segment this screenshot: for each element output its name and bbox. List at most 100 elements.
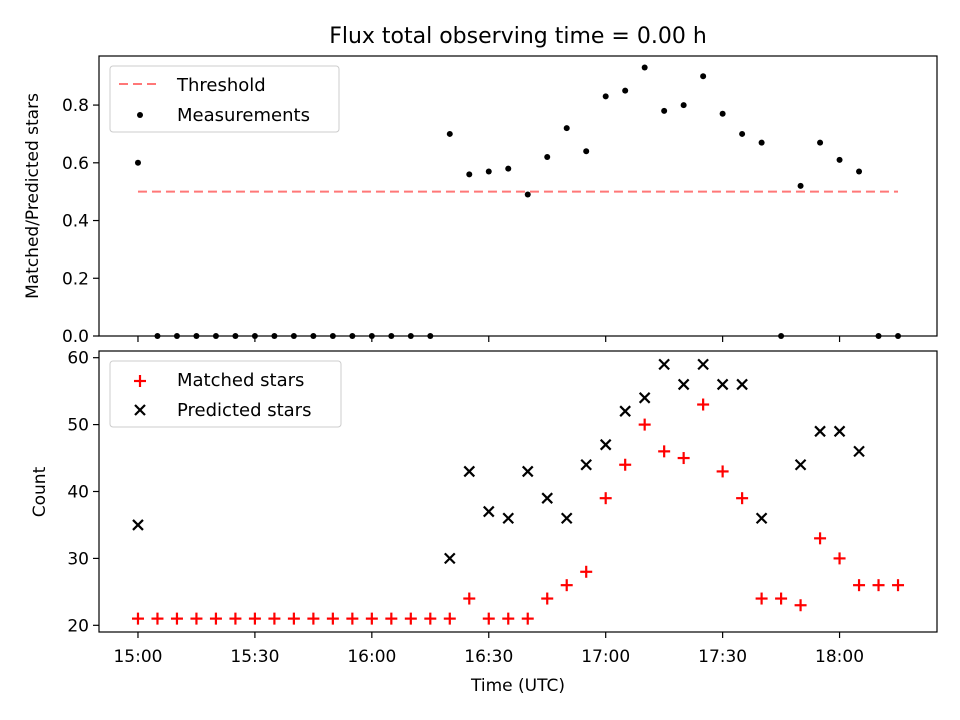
measurement-point: [154, 333, 161, 339]
matched-star-point: [716, 465, 729, 478]
top-y-tick-label: 0.0: [62, 327, 89, 347]
top-y-tick-label: 0.8: [62, 96, 89, 116]
matched-star-point: [385, 612, 398, 625]
bottom-x-tick-label: 16:00: [347, 647, 396, 667]
matched-star-point: [131, 612, 144, 625]
bottom-y-tick-label: 50: [67, 416, 89, 436]
measurement-point: [388, 333, 395, 339]
predicted-star-point: [463, 465, 476, 478]
matched-star-point: [268, 612, 281, 625]
measurement-point: [407, 333, 414, 339]
measurement-point: [329, 333, 336, 339]
measurement-point: [739, 130, 746, 137]
top-legend: Threshold Measurements: [109, 65, 340, 133]
measurement-point: [583, 148, 590, 155]
measurement-point: [895, 333, 902, 339]
measurement-point: [290, 333, 297, 339]
matched-star-point: [853, 579, 866, 592]
matched-star-point: [424, 612, 437, 625]
matched-star-point: [599, 492, 612, 505]
legend-predicted-label: Predicted stars: [177, 400, 311, 421]
bottom-x-tick-label: 17:00: [581, 647, 630, 667]
chart-title: Flux total observing time = 0.00 h: [329, 24, 707, 49]
bottom-x-tick-label: 15:00: [113, 647, 162, 667]
matched-star-point: [482, 612, 495, 625]
bottom-y-axis-label: Count: [30, 466, 50, 517]
matched-star-point: [658, 445, 671, 458]
measurement-point: [193, 333, 200, 339]
legend-measurements-swatch: [137, 112, 143, 118]
predicted-star-point: [736, 378, 748, 391]
bottom-x-axis-label: Time (UTC): [470, 676, 565, 696]
legend-matched-label: Matched stars: [177, 370, 304, 391]
measurement-point: [758, 139, 765, 146]
top-y-tick-label: 0.2: [62, 269, 89, 289]
predicted-star-point: [541, 492, 554, 504]
predicted-stars-points: [132, 358, 865, 565]
bottom-legend: Matched stars Predicted stars: [109, 360, 342, 428]
top-panel: 0.00.20.40.60.8 Matched/Predicted stars …: [23, 55, 938, 347]
matched-star-point: [151, 612, 164, 625]
top-legend-box: [109, 65, 340, 133]
measurement-point: [173, 333, 180, 339]
matched-star-point: [697, 398, 710, 411]
measurement-point: [817, 139, 824, 146]
matched-star-point: [560, 579, 573, 592]
matched-star-point: [346, 612, 359, 625]
predicted-star-point: [638, 392, 651, 404]
matched-star-point: [209, 612, 222, 625]
matched-star-point: [521, 612, 534, 625]
bottom-y-tick-label: 40: [67, 483, 89, 503]
measurement-point: [212, 333, 219, 339]
measurement-point: [524, 191, 531, 198]
measurement-point: [661, 107, 668, 114]
predicted-star-point: [658, 358, 670, 371]
matched-star-point: [190, 612, 203, 625]
measurement-point: [427, 333, 434, 339]
bottom-legend-box: [109, 360, 342, 428]
predicted-star-point: [833, 425, 846, 438]
bottom-x-tick-label: 18:00: [815, 647, 864, 667]
legend-measurements-label: Measurements: [177, 105, 310, 126]
matched-star-point: [365, 612, 378, 625]
matched-star-point: [892, 579, 905, 592]
predicted-star-point: [619, 405, 631, 417]
top-panel-frame: [98, 55, 938, 337]
measurement-point: [797, 182, 804, 189]
predicted-star-point: [677, 378, 690, 391]
matched-star-point: [443, 612, 456, 625]
measurement-point: [700, 73, 707, 80]
matched-star-point: [794, 599, 807, 612]
predicted-star-point: [853, 445, 865, 458]
matched-star-point: [307, 612, 320, 625]
measurement-point: [232, 333, 239, 339]
matched-star-point: [502, 612, 515, 625]
measurement-point: [544, 154, 551, 161]
measurement-point: [310, 333, 317, 339]
predicted-star-point: [794, 458, 807, 471]
matched-star-point: [170, 612, 183, 625]
bottom-x-tick-label: 15:30: [230, 647, 279, 667]
matched-star-point: [229, 612, 242, 625]
predicted-star-point: [482, 505, 495, 518]
matched-star-point: [287, 612, 300, 625]
bottom-panel: 20 30 40 50 60 15:00 15:30 16:00 16:30 17:00 17:3…: [30, 349, 938, 696]
measurement-point: [466, 171, 473, 178]
measurement-point: [134, 159, 141, 166]
measurement-point: [505, 165, 512, 172]
bottom-y-tick-label: 30: [67, 549, 89, 569]
bottom-y-tick-label: 20: [67, 616, 89, 636]
predicted-star-point: [814, 425, 826, 438]
measurement-point: [563, 125, 570, 132]
measurement-point: [271, 333, 278, 339]
matched-star-point: [404, 612, 417, 625]
matched-star-point: [541, 592, 554, 605]
predicted-star-point: [444, 552, 456, 565]
bottom-y-ticks: 20 30 40 50 60: [67, 349, 99, 636]
bottom-x-tick-label: 16:30: [464, 647, 513, 667]
top-y-tick-label: 0.6: [62, 154, 89, 174]
measurement-point: [836, 156, 843, 163]
measurement-point: [602, 93, 609, 100]
measurement-point: [719, 110, 726, 117]
matched-star-point: [619, 458, 632, 471]
